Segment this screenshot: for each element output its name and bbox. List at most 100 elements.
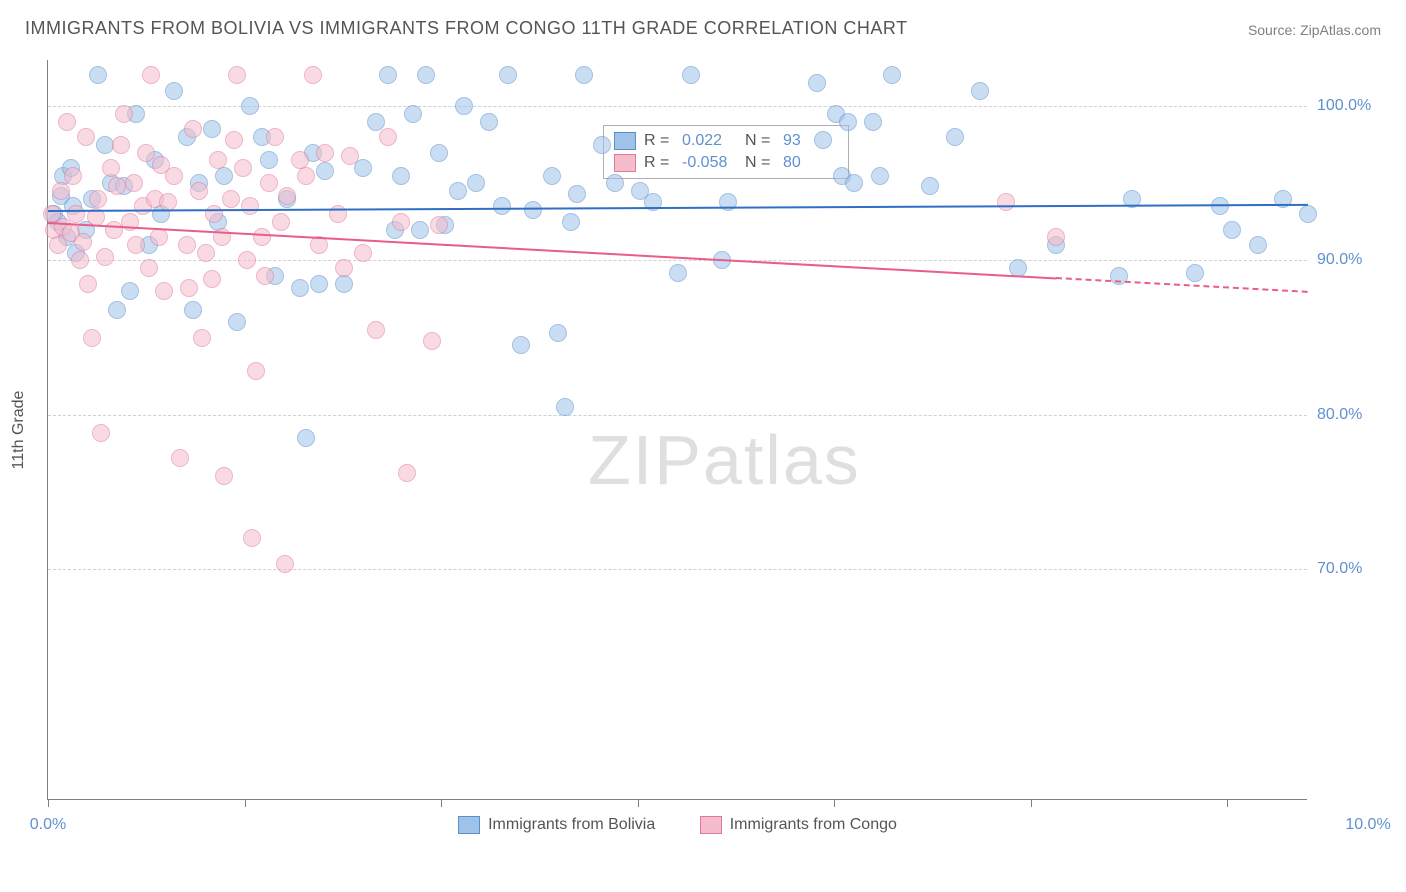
legend-row-series2: R = -0.058 N = 80 xyxy=(614,152,838,174)
data-point xyxy=(74,233,92,251)
data-point xyxy=(203,120,221,138)
data-point xyxy=(89,66,107,84)
data-point xyxy=(1299,205,1317,223)
data-point xyxy=(184,301,202,319)
data-point xyxy=(845,174,863,192)
data-point xyxy=(125,174,143,192)
data-point xyxy=(839,113,857,131)
data-point xyxy=(921,177,939,195)
data-point xyxy=(1211,197,1229,215)
data-point xyxy=(276,555,294,573)
data-point xyxy=(1047,228,1065,246)
data-point xyxy=(556,398,574,416)
xtick xyxy=(1031,799,1032,807)
data-point xyxy=(971,82,989,100)
data-point xyxy=(316,162,334,180)
data-point xyxy=(883,66,901,84)
data-point xyxy=(79,275,97,293)
data-point xyxy=(108,177,126,195)
data-point xyxy=(562,213,580,231)
data-point xyxy=(310,275,328,293)
xtick xyxy=(638,799,639,807)
data-point xyxy=(71,251,89,269)
data-point xyxy=(58,113,76,131)
data-point xyxy=(96,136,114,154)
data-point xyxy=(205,205,223,223)
chart-title: IMMIGRANTS FROM BOLIVIA VS IMMIGRANTS FR… xyxy=(25,18,908,39)
data-point xyxy=(228,313,246,331)
legend-row-series1: R = 0.022 N = 93 xyxy=(614,130,838,152)
data-point xyxy=(398,464,416,482)
data-point xyxy=(241,197,259,215)
data-point xyxy=(105,221,123,239)
data-point xyxy=(304,66,322,84)
source-label: Source: ZipAtlas.com xyxy=(1248,22,1381,38)
data-point xyxy=(225,131,243,149)
data-point xyxy=(272,213,290,231)
data-point xyxy=(155,282,173,300)
data-point xyxy=(493,197,511,215)
data-point xyxy=(1223,221,1241,239)
data-point xyxy=(512,336,530,354)
data-point xyxy=(593,136,611,154)
data-point xyxy=(354,244,372,262)
data-point xyxy=(77,128,95,146)
legend-item-series1: Immigrants from Bolivia xyxy=(458,816,655,834)
data-point xyxy=(209,151,227,169)
data-point xyxy=(379,128,397,146)
data-point xyxy=(247,362,265,380)
data-point xyxy=(1249,236,1267,254)
data-point xyxy=(266,128,284,146)
data-point xyxy=(256,267,274,285)
data-point xyxy=(190,182,208,200)
legend-bottom: Immigrants from Bolivia Immigrants from … xyxy=(48,816,1307,839)
data-point xyxy=(165,82,183,100)
xtick-label: 10.0% xyxy=(1345,816,1390,834)
data-point xyxy=(127,236,145,254)
data-point xyxy=(814,131,832,149)
watermark: ZIPatlas xyxy=(588,420,861,500)
swatch-series2-b xyxy=(700,816,722,834)
data-point xyxy=(96,248,114,266)
data-point xyxy=(260,151,278,169)
gridline xyxy=(48,106,1307,107)
y-axis-title: 11th Grade xyxy=(10,391,28,470)
legend-item-series2: Immigrants from Congo xyxy=(700,816,897,834)
data-point xyxy=(871,167,889,185)
data-point xyxy=(171,449,189,467)
trend-line xyxy=(1056,277,1308,293)
plot-area: ZIPatlas R = 0.022 N = 93 R = -0.058 N =… xyxy=(47,60,1307,800)
legend-correlation-box: R = 0.022 N = 93 R = -0.058 N = 80 xyxy=(603,125,849,179)
data-point xyxy=(367,321,385,339)
data-point xyxy=(228,66,246,84)
data-point xyxy=(165,167,183,185)
data-point xyxy=(222,190,240,208)
data-point xyxy=(335,275,353,293)
data-point xyxy=(234,159,252,177)
legend-label-series2: Immigrants from Congo xyxy=(730,816,897,834)
gridline xyxy=(48,415,1307,416)
data-point xyxy=(997,193,1015,211)
data-point xyxy=(137,144,155,162)
data-point xyxy=(682,66,700,84)
data-point xyxy=(142,66,160,84)
xtick-label: 0.0% xyxy=(30,816,66,834)
data-point xyxy=(297,167,315,185)
data-point xyxy=(392,213,410,231)
data-point xyxy=(467,174,485,192)
data-point xyxy=(243,529,261,547)
data-point xyxy=(669,264,687,282)
data-point xyxy=(121,282,139,300)
xtick xyxy=(441,799,442,807)
data-point xyxy=(260,174,278,192)
data-point xyxy=(946,128,964,146)
data-point xyxy=(316,144,334,162)
ytick-label: 90.0% xyxy=(1317,251,1397,269)
swatch-series1 xyxy=(614,132,636,150)
data-point xyxy=(1186,264,1204,282)
gridline xyxy=(48,260,1307,261)
xtick xyxy=(1227,799,1228,807)
data-point xyxy=(404,105,422,123)
data-point xyxy=(178,236,196,254)
data-point xyxy=(89,190,107,208)
